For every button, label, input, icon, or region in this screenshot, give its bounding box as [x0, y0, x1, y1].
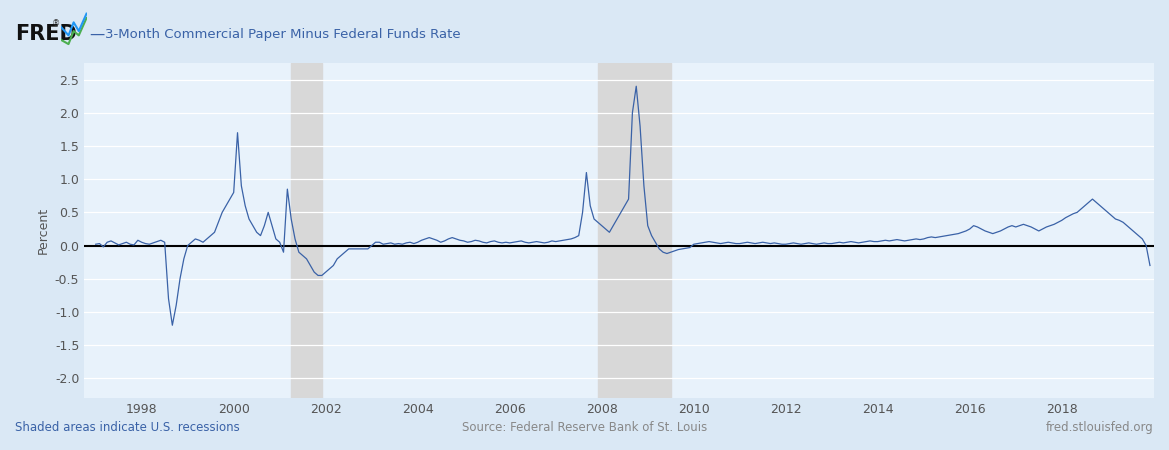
Text: 3-Month Commercial Paper Minus Federal Funds Rate: 3-Month Commercial Paper Minus Federal F… [105, 27, 461, 40]
Text: —: — [89, 27, 104, 42]
Text: Source: Federal Reserve Bank of St. Louis: Source: Federal Reserve Bank of St. Loui… [462, 421, 707, 434]
Y-axis label: Percent: Percent [36, 207, 49, 254]
Text: FRED: FRED [15, 24, 77, 44]
Text: Shaded areas indicate U.S. recessions: Shaded areas indicate U.S. recessions [15, 421, 240, 434]
Bar [291, 63, 321, 398]
Bar [599, 63, 671, 398]
Text: ®: ® [51, 19, 60, 28]
Text: fred.stlouisfed.org: fred.stlouisfed.org [1046, 421, 1154, 434]
